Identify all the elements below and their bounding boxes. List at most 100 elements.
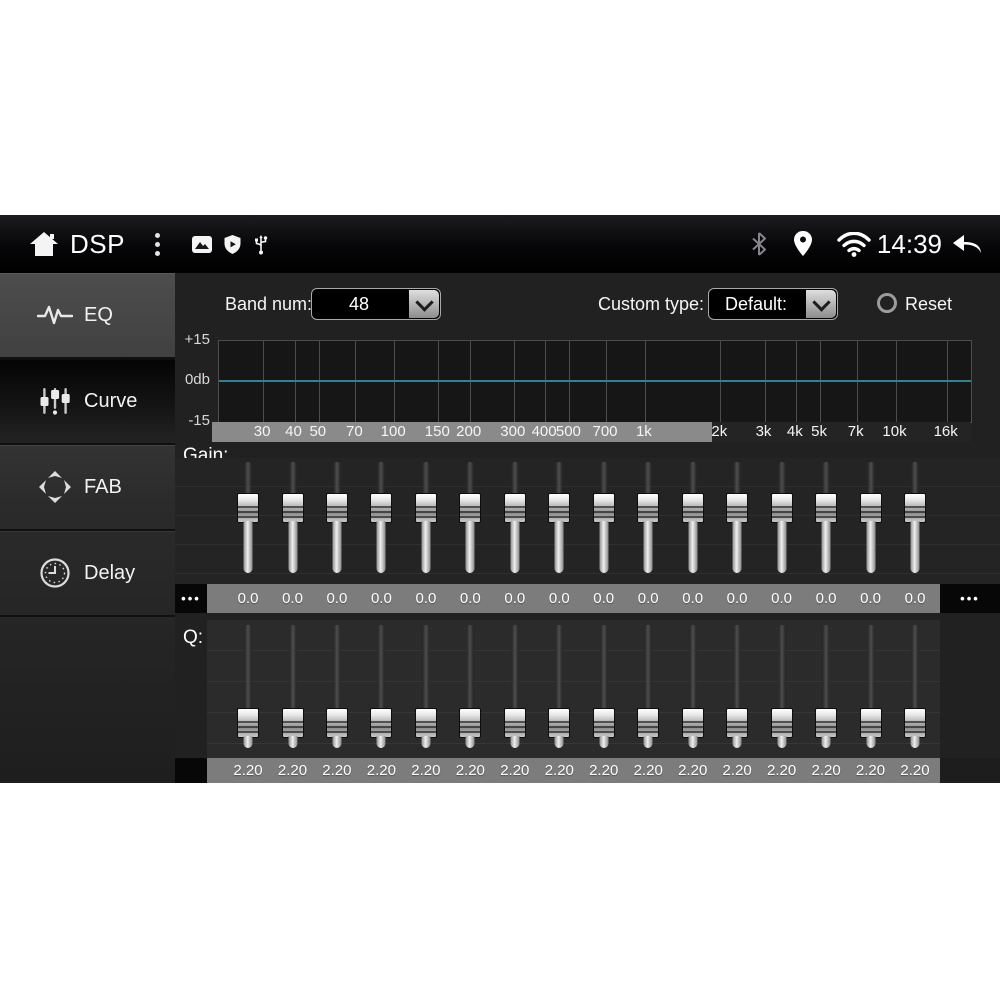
slider-thumb[interactable] bbox=[637, 493, 660, 523]
sidebar-item-label: Delay bbox=[84, 561, 136, 584]
slider-track bbox=[511, 625, 519, 710]
freq-tick-5k: 5k bbox=[811, 423, 828, 440]
slider-thumb[interactable] bbox=[237, 708, 259, 738]
slider-thumb[interactable] bbox=[904, 708, 926, 738]
q-slider-12[interactable] bbox=[724, 620, 750, 750]
slider-track bbox=[689, 462, 697, 495]
menu-dots-icon[interactable] bbox=[154, 232, 160, 256]
q-slider-14[interactable] bbox=[813, 620, 839, 750]
usb-icon bbox=[253, 234, 269, 255]
gain-slider-11[interactable] bbox=[680, 460, 706, 575]
slider-thumb[interactable] bbox=[815, 708, 838, 738]
gain-slider-6[interactable] bbox=[457, 460, 483, 575]
gain-slider-2[interactable] bbox=[280, 460, 306, 575]
q-slider-11[interactable] bbox=[680, 620, 706, 750]
q-value-12: 2.20 bbox=[722, 762, 752, 779]
slider-thumb[interactable] bbox=[859, 708, 882, 738]
gain-slider-7[interactable] bbox=[502, 460, 528, 575]
slider-thumb[interactable] bbox=[325, 493, 348, 523]
q-slider-8[interactable] bbox=[546, 620, 572, 750]
band-num-select[interactable]: 48 bbox=[311, 288, 441, 320]
slider-thumb[interactable] bbox=[459, 493, 482, 523]
slider-thumb[interactable] bbox=[503, 493, 526, 523]
q-value-3: 2.20 bbox=[322, 762, 352, 779]
q-slider-6[interactable] bbox=[457, 620, 483, 750]
q-slider-7[interactable] bbox=[502, 620, 528, 750]
slider-thumb[interactable] bbox=[459, 708, 482, 738]
q-slider-9[interactable] bbox=[591, 620, 617, 750]
gain-slider-5[interactable] bbox=[413, 460, 439, 575]
q-value-4: 2.20 bbox=[366, 762, 396, 779]
sidebar-item-curve[interactable]: Curve bbox=[0, 359, 175, 445]
gain-slider-8[interactable] bbox=[546, 460, 572, 575]
q-value-15: 2.20 bbox=[855, 762, 886, 779]
q-slider-10[interactable] bbox=[635, 620, 661, 750]
slider-thumb[interactable] bbox=[281, 708, 304, 738]
reset-label[interactable]: Reset bbox=[905, 294, 953, 314]
slider-thumb[interactable] bbox=[503, 708, 526, 738]
slider-thumb[interactable] bbox=[592, 493, 615, 523]
q-slider-16[interactable] bbox=[902, 620, 928, 750]
q-slider-4[interactable] bbox=[368, 620, 394, 750]
q-values-strip: 2.20 2.20 2.20 2.20 2.20 2.20 2.20 2.20 2.20 2.20… bbox=[207, 758, 940, 783]
slider-thumb[interactable] bbox=[548, 493, 571, 523]
q-slider-5[interactable] bbox=[413, 620, 439, 750]
custom-type-select[interactable]: Default: bbox=[708, 288, 838, 320]
slider-thumb[interactable] bbox=[370, 493, 393, 523]
gain-slider-13[interactable] bbox=[769, 460, 795, 575]
slider-thumb[interactable] bbox=[726, 708, 749, 738]
gain-slider-15[interactable] bbox=[858, 460, 884, 575]
slider-thumb[interactable] bbox=[770, 493, 793, 523]
gain-slider-10[interactable] bbox=[635, 460, 661, 575]
home-icon[interactable] bbox=[28, 230, 60, 258]
slider-thumb[interactable] bbox=[414, 493, 437, 523]
reset-radio[interactable] bbox=[877, 293, 897, 313]
slider-thumb[interactable] bbox=[370, 708, 393, 738]
slider-thumb[interactable] bbox=[770, 708, 793, 738]
gain-slider-16[interactable] bbox=[902, 460, 928, 575]
sidebar-item-delay[interactable]: Delay bbox=[0, 531, 175, 617]
sidebar-item-label: FAB bbox=[84, 475, 122, 498]
slider-track-fill bbox=[599, 736, 609, 748]
slider-thumb[interactable] bbox=[414, 708, 437, 738]
band-scrollbar[interactable]: 30 40 50 70 100 150 200 300 400 500 700 1k 2k 3k 4k 5k 7… bbox=[212, 422, 970, 442]
slider-thumb[interactable] bbox=[726, 493, 749, 523]
q-value-14: 2.20 bbox=[811, 762, 841, 779]
gain-scroll-right-button[interactable]: ••• bbox=[940, 584, 1000, 613]
q-slider-15[interactable] bbox=[858, 620, 884, 750]
freq-tick-50: 50 bbox=[309, 423, 327, 440]
gain-scroll-left-button[interactable]: ••• bbox=[175, 584, 207, 613]
slider-track-fill bbox=[288, 736, 297, 748]
q-slider-2[interactable] bbox=[280, 620, 306, 750]
sidebar-item-fab[interactable]: FAB bbox=[0, 445, 175, 531]
gain-slider-1[interactable] bbox=[235, 460, 261, 575]
freq-tick-100: 100 bbox=[380, 423, 406, 440]
gain-slider-9[interactable] bbox=[591, 460, 617, 575]
slider-thumb[interactable] bbox=[548, 708, 571, 738]
back-icon[interactable] bbox=[952, 232, 984, 256]
slider-thumb[interactable] bbox=[281, 493, 304, 523]
gain-slider-4[interactable] bbox=[368, 460, 394, 575]
slider-thumb[interactable] bbox=[237, 493, 259, 523]
gain-slider-14[interactable] bbox=[813, 460, 839, 575]
slider-thumb[interactable] bbox=[325, 708, 348, 738]
slider-thumb[interactable] bbox=[904, 493, 926, 523]
gain-slider-12[interactable] bbox=[724, 460, 750, 575]
slider-thumb[interactable] bbox=[592, 708, 615, 738]
slider-track bbox=[466, 462, 474, 495]
gain-values-strip: 0.0 0.0 0.0 0.0 0.0 0.0 0.0 0.0 0.0 0.0 0.0 0.0 0.0 0… bbox=[207, 584, 940, 613]
page-title: DSP bbox=[70, 228, 125, 259]
q-slider-13[interactable] bbox=[769, 620, 795, 750]
clock-time: 14:39 bbox=[876, 228, 942, 259]
slider-track-fill bbox=[821, 736, 831, 748]
q-slider-3[interactable] bbox=[324, 620, 350, 750]
bluetooth-icon bbox=[751, 232, 767, 256]
sidebar-item-eq[interactable]: EQ bbox=[0, 273, 175, 359]
slider-thumb[interactable] bbox=[859, 493, 882, 523]
slider-thumb[interactable] bbox=[681, 493, 704, 523]
slider-thumb[interactable] bbox=[681, 708, 704, 738]
slider-thumb[interactable] bbox=[815, 493, 838, 523]
q-slider-1[interactable] bbox=[235, 620, 261, 750]
gain-slider-3[interactable] bbox=[324, 460, 350, 575]
slider-thumb[interactable] bbox=[637, 708, 660, 738]
